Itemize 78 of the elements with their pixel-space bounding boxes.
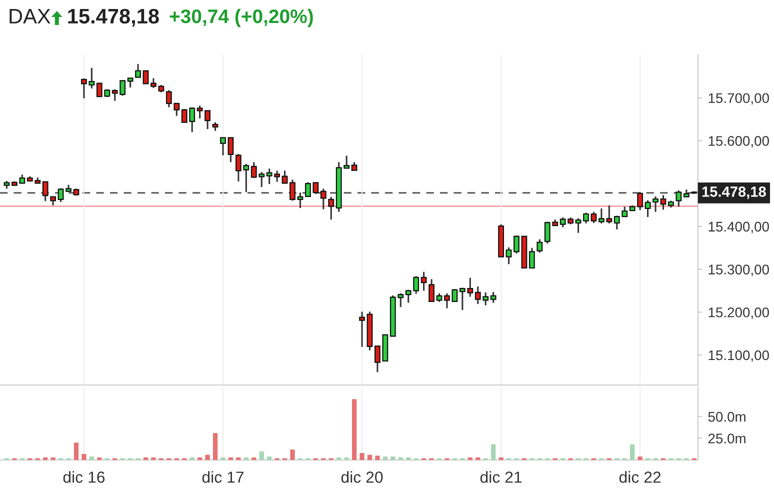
candlestick [490,291,496,304]
candlestick [676,190,682,208]
candlestick [452,288,458,302]
y-tick-label: 25.0m [708,434,746,444]
candlestick [652,196,658,213]
bar [97,457,102,460]
candlestick [290,178,296,202]
ref-line-label: 15.478,18 [702,186,766,199]
bar [198,457,202,460]
bar [498,457,504,460]
bar [344,457,349,460]
candlestick [444,292,450,310]
y-tick-label: 15.100,00 [708,350,769,362]
bar [50,457,56,460]
y-tick-label: 15.200,00 [708,307,769,319]
bar [220,457,226,460]
x-tick-label: dic 21 [480,471,522,483]
candlestick [282,170,288,184]
bar [360,453,364,460]
text: +30,74 (+0,20%) [170,8,313,28]
bar [468,457,472,460]
bar [352,399,357,460]
candlestick [575,218,582,234]
candlestick [297,192,304,209]
y-tick-label: 50.0m [708,412,746,422]
bar [390,456,396,460]
bar [336,457,342,460]
candlestick [228,136,234,163]
bar [143,457,148,460]
bar [406,457,411,460]
bar [43,457,48,460]
bar [367,454,372,460]
candlestick [660,194,666,210]
candlestick [590,211,597,224]
bar [630,444,635,460]
bar [638,456,642,460]
candlestick [328,196,334,220]
candlestick [42,181,48,202]
text: 15.478,18 [68,8,159,27]
bar [259,451,264,460]
x-tick-label: dic 20 [341,471,383,483]
bar [205,454,210,460]
candlestick [428,278,434,302]
y-tick-label: 15.600,00 [708,136,769,148]
candlestick [220,136,226,156]
y-tick-label: 15.700,00 [708,93,769,105]
bar [212,433,218,460]
bar [236,457,241,460]
candlestick [320,188,326,210]
candlestick [514,234,520,254]
candlestick [644,200,651,218]
x-tick-label: dic 22 [619,471,661,483]
candlestick [420,271,427,292]
y-tick-label: 15.300,00 [708,264,769,276]
bar [398,457,403,460]
bar [252,457,256,460]
candlestick [142,70,149,84]
x-tick-label: dic 17 [202,471,244,483]
candlestick [506,246,512,265]
bar [228,457,234,460]
bar [89,456,94,460]
bar [244,457,248,460]
bar [375,456,380,460]
bar [382,456,388,460]
x-tick-label: dic 16 [63,471,105,483]
bar [491,444,496,460]
y-tick-label: 15.400,00 [708,222,769,234]
candlestick [583,212,589,224]
chart-title: DAX [10,9,50,24]
bar [82,454,86,460]
bar [74,442,79,460]
bar [190,457,194,460]
bar [267,456,272,460]
bar [151,457,156,460]
bar [476,457,480,460]
candlestick [359,310,365,348]
bar [290,450,295,460]
candlestick [58,188,64,203]
